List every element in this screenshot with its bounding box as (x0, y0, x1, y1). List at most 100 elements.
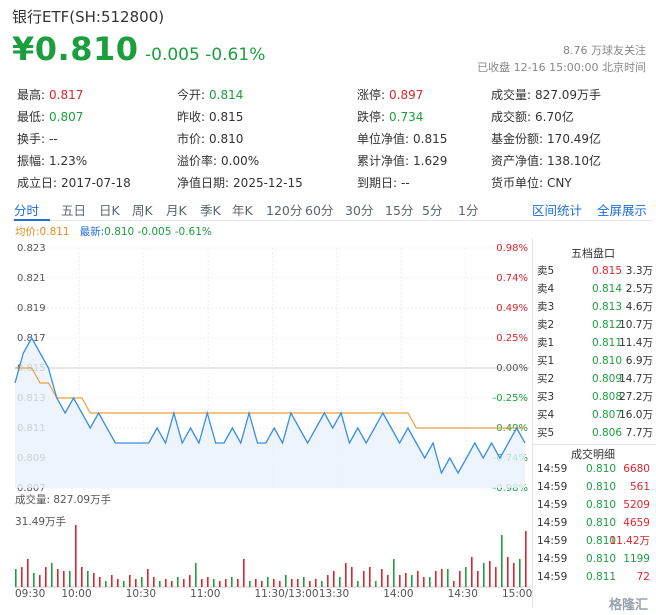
orderbook-row: 卖3 0.813 4.6万 (532, 298, 656, 316)
stat-item: 跌停: 0.734 (357, 106, 423, 128)
orderbook-row: 卖1 0.811 11.4万 (532, 334, 656, 352)
volume-bar (471, 557, 473, 587)
volume-bar (27, 559, 29, 587)
tab-1[interactable]: 五日 (61, 203, 87, 218)
tab-12[interactable]: 1分 (458, 203, 479, 218)
volume-bar (273, 579, 275, 587)
stat-item: 昨收: 0.815 (177, 106, 243, 128)
price-chart[interactable]: 0.823 0.98%0.821 0.74%0.819 0.49%0.817 0.25%… (0, 238, 532, 492)
tick-price: 0.810 (586, 517, 617, 529)
volume-bar (123, 581, 125, 587)
stat-value: 0.897 (389, 88, 424, 102)
stat-value: 0.810 (209, 132, 244, 146)
stat-key: 货币单位: (491, 176, 544, 190)
volume-bar (51, 563, 53, 587)
x-axis: 09:30 10:00 10:30 11:00 11:30/13:00 13:30 14:0… (0, 588, 532, 604)
orderbook-price: 0.808 (591, 391, 622, 403)
orderbook-row: 卖2 0.812 10.7万 (532, 316, 656, 334)
tab-8[interactable]: 60分 (305, 203, 334, 218)
chart-tabs: 分时 五日 日K 周K 月K 季K 年K 120分 60分 30分 15分 5分 1分 区间统计 全屏展示 (12, 200, 652, 220)
orderbook-qty: 16.0万 (619, 409, 653, 421)
stat-value: -- (401, 176, 410, 190)
tick-row: 14:59 0.810 4659 (532, 514, 656, 532)
volume-bar (321, 581, 323, 587)
volume-bar (483, 563, 485, 587)
price-area (15, 338, 525, 488)
volume-bar (21, 567, 23, 587)
volume-bar (15, 569, 17, 587)
stat-item: 今开: 0.814 (177, 84, 243, 106)
orderbook-title: 五档盘口 (571, 247, 615, 260)
volume-chart[interactable] (0, 505, 532, 590)
orderbook-price: 0.807 (591, 409, 622, 421)
current-price: ¥0.810 (12, 30, 139, 68)
volume-bar (423, 577, 425, 587)
stat-item: 净值日期: 2025-12-15 (177, 172, 303, 194)
volume-bar (57, 569, 59, 587)
tab-10[interactable]: 15分 (385, 203, 414, 218)
y-tick-label: 0.823 (17, 243, 46, 254)
tab-6[interactable]: 年K (232, 203, 253, 218)
tick-row: 14:59 0.810 11.42万 (532, 532, 656, 550)
stat-value: 2017-07-18 (61, 176, 131, 190)
range-stats-button[interactable]: 区间统计 (532, 203, 583, 218)
stat-key: 振幅: (17, 154, 46, 168)
y-pct-label: 0.98% (496, 243, 528, 254)
x-tick-label: 15:00 (502, 588, 533, 600)
tab-5[interactable]: 季K (200, 203, 221, 218)
orderbook-level: 买1 (537, 355, 555, 367)
tick-price: 0.811 (586, 571, 617, 583)
volume-bar (495, 567, 497, 587)
tick-price: 0.810 (586, 553, 617, 565)
orderbook-row: 买3 0.808 27.2万 (532, 388, 656, 406)
tab-7[interactable]: 120分 (266, 203, 303, 218)
stat-key: 昨收: (177, 110, 206, 124)
volume-bar (525, 531, 527, 587)
orderbook-level: 卖5 (537, 265, 555, 277)
volume-bar (219, 581, 221, 587)
fullscreen-button[interactable]: 全屏展示 (597, 203, 648, 218)
stat-item: 成立日: 2017-07-18 (17, 172, 131, 194)
volume-bar (117, 579, 119, 587)
panel-divider (532, 444, 656, 445)
stat-value: 0.00% (221, 154, 260, 168)
stat-key: 到期日: (357, 176, 398, 190)
tab-0[interactable]: 分时 (14, 203, 40, 218)
volume-bar (351, 567, 353, 587)
volume-bar (189, 575, 191, 587)
volume-bar (207, 577, 209, 587)
volume-bar (63, 571, 65, 587)
stat-item: 市价: 0.810 (177, 128, 243, 150)
volume-bar (213, 579, 215, 587)
stat-item: 成交额: 6.70亿 (491, 106, 574, 128)
followers-count[interactable]: 8.76 万球友关注 (563, 44, 646, 57)
tick-time: 14:59 (537, 499, 568, 511)
stat-value: 0.815 (209, 110, 244, 124)
stat-value: 6.70亿 (535, 110, 574, 124)
volume-bar (147, 569, 149, 587)
orderbook-level: 卖2 (537, 319, 555, 331)
orderbook-qty: 14.7万 (619, 373, 653, 385)
tab-2[interactable]: 日K (99, 203, 120, 218)
volume-bar (315, 579, 317, 587)
tick-price: 0.810 (586, 463, 617, 475)
orderbook-qty: 10.7万 (619, 319, 653, 331)
orderbook-row: 买4 0.807 16.0万 (532, 406, 656, 424)
x-tick-label: 14:00 (383, 588, 414, 600)
tab-9[interactable]: 30分 (345, 203, 374, 218)
tab-4[interactable]: 月K (166, 203, 187, 218)
market-status: 已收盘 12-16 15:00:00 北京时间 (477, 61, 646, 74)
orderbook-price: 0.813 (591, 301, 622, 313)
volume-bar (183, 579, 185, 587)
latest-price-value: 0.810 -0.005 -0.61% (104, 226, 212, 238)
tab-3[interactable]: 周K (132, 203, 153, 218)
orderbook-level: 买4 (537, 409, 555, 421)
avg-price-line (15, 367, 525, 429)
orderbook-price: 0.806 (591, 427, 622, 439)
volume-bar (363, 571, 365, 587)
x-tick-label: 09:30 (15, 588, 46, 600)
tab-11[interactable]: 5分 (422, 203, 443, 218)
stat-value: 1.629 (413, 154, 448, 168)
tick-row: 14:59 0.810 1199 (532, 550, 656, 568)
volume-bar (375, 581, 377, 587)
